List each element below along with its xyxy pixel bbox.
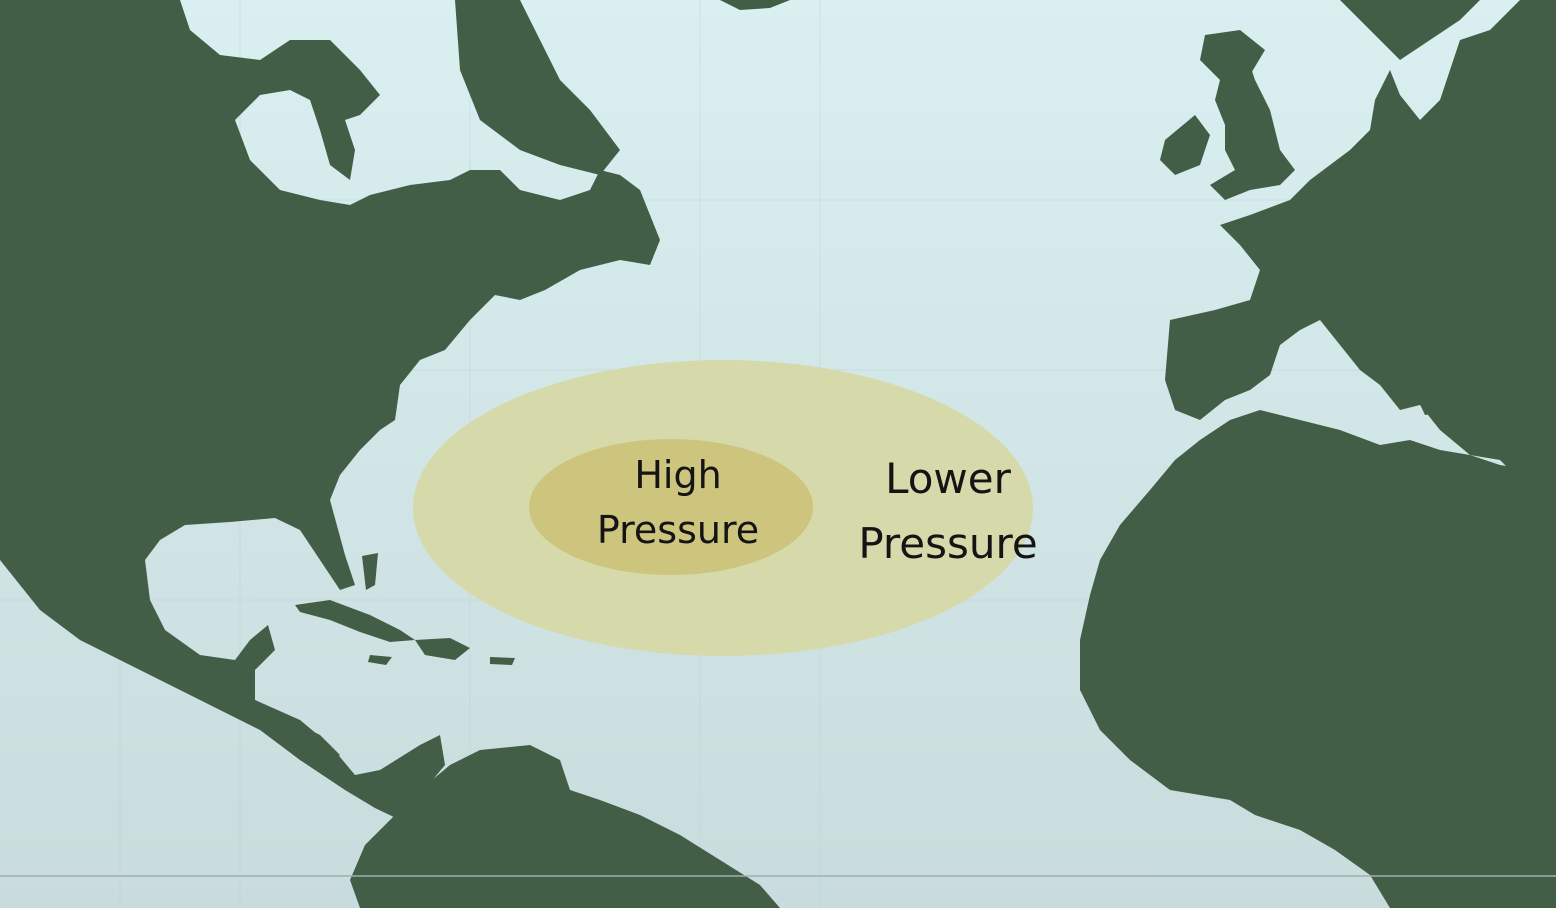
high-pressure-line1: High <box>634 453 722 497</box>
high-pressure-zone <box>529 439 813 575</box>
arctic-coast <box>720 0 790 10</box>
italy <box>1420 285 1520 400</box>
bahamas <box>362 553 378 590</box>
sardinia <box>1370 322 1388 364</box>
high-pressure-label: High Pressure <box>560 448 796 558</box>
hispaniola <box>415 638 470 660</box>
central-america <box>255 700 445 820</box>
great-britain <box>1210 50 1295 200</box>
south-america <box>350 745 780 908</box>
pressure-system <box>413 360 1033 656</box>
europe <box>1165 0 1556 505</box>
lower-pressure-line2: Pressure <box>858 519 1038 569</box>
high-pressure-line2: Pressure <box>596 508 760 553</box>
africa <box>1080 410 1556 908</box>
jamaica <box>368 655 392 665</box>
greenland <box>455 0 620 175</box>
sicily <box>1418 398 1450 415</box>
puerto-rico <box>490 657 515 665</box>
lower-pressure-line1: Lower <box>885 454 1011 503</box>
north-america <box>0 0 660 770</box>
ireland <box>1160 115 1210 175</box>
cuba <box>295 600 415 642</box>
lower-pressure-label: Lower Pressure <box>830 446 1066 576</box>
